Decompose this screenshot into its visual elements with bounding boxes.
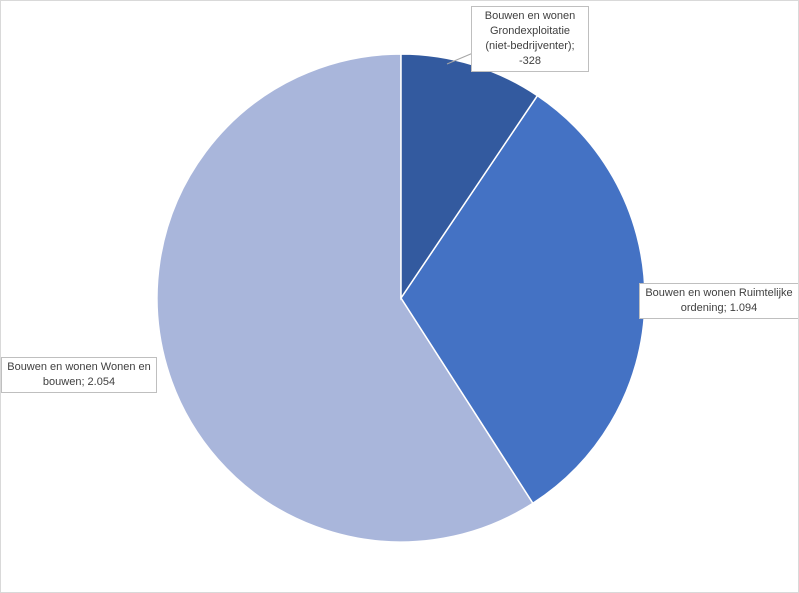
data-label: Bouwen en wonen Wonen en bouwen; 2.054 [1, 357, 157, 393]
leader-line [446, 52, 474, 65]
data-label: Bouwen en wonen Grondexploitatie (niet-b… [471, 6, 589, 72]
data-label: Bouwen en wonen Ruimtelijke ordening; 1.… [639, 283, 798, 319]
pie-slice [156, 53, 534, 543]
